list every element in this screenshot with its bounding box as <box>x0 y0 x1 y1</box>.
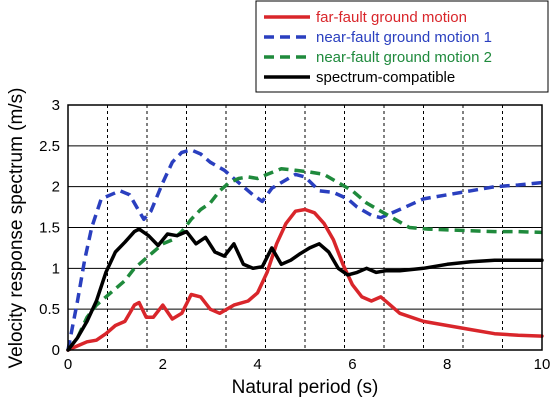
series-line-4 <box>66 227 544 352</box>
legend-label-4: spectrum-compatible <box>316 69 455 86</box>
x-tick-label: 2 <box>159 356 167 373</box>
series-line-2 <box>66 148 543 351</box>
y-axis-label: Velocity response spectrum (m/s) <box>6 88 27 369</box>
y-tick-labels: 0 0.5 1 1.5 2 2.5 3 <box>39 97 60 359</box>
series-line-1 <box>66 207 544 352</box>
y-tick-label: 3 <box>52 97 60 114</box>
x-tick-label: 4 <box>253 356 261 373</box>
x-axis-label: Natural period (s) <box>232 377 379 398</box>
y-tick-label: 1.5 <box>39 220 60 237</box>
x-tick-label: 6 <box>348 356 356 373</box>
x-tick-label: 8 <box>443 356 451 373</box>
y-tick-label: 2.5 <box>39 138 60 155</box>
legend-label-3: near-fault ground motion 2 <box>316 49 492 66</box>
legend-label-2: near-fault ground motion 1 <box>316 29 492 46</box>
x-tick-label: 0 <box>64 356 72 373</box>
legend: far-fault ground motion near-fault ground… <box>255 0 549 93</box>
x-tick-labels: 0 2 4 6 8 10 <box>64 356 551 373</box>
plot-frame <box>67 104 543 351</box>
legend-label-1: far-fault ground motion <box>316 9 467 26</box>
y-tick-label: 0.5 <box>39 301 60 318</box>
y-tick-label: 1 <box>52 260 60 277</box>
series-group <box>66 148 544 352</box>
x-tick-label: 10 <box>534 356 551 373</box>
y-tick-label: 0 <box>52 342 60 359</box>
y-tick-label: 2 <box>52 179 60 196</box>
